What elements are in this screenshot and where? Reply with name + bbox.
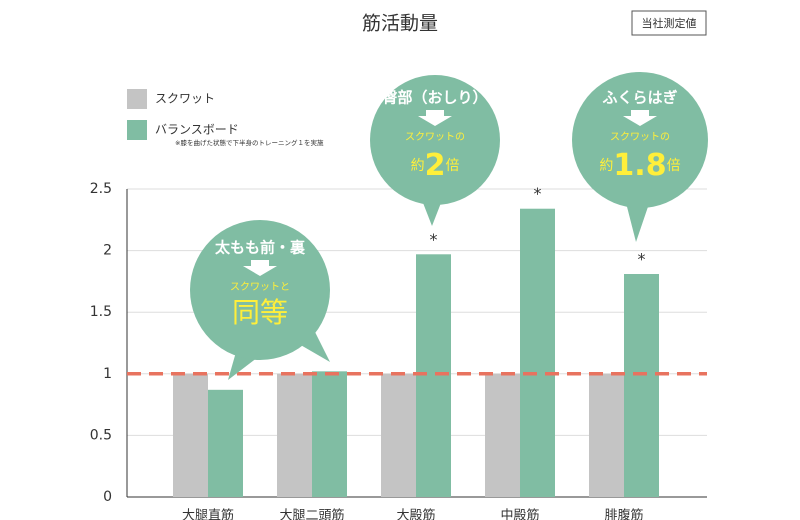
x-tick-label: 大腿二頭筋: [279, 508, 344, 520]
significance-mark: *: [430, 230, 438, 249]
badge: 当社測定値: [642, 16, 697, 30]
legend-swatch: [127, 120, 147, 140]
x-tick-label: 中殿筋: [500, 508, 539, 520]
significance-mark: *: [638, 250, 646, 269]
bar: [277, 373, 312, 497]
bar: [173, 373, 208, 497]
bar: [624, 274, 659, 497]
callout-heading: 太もも前・裏: [215, 239, 306, 257]
callout-result: 同等: [232, 296, 288, 329]
x-tick-label: 大殿筋: [396, 508, 435, 520]
callout-heading: ふくらはぎ: [602, 89, 677, 107]
callout-bubble: [370, 75, 500, 205]
badge-box: [631, 10, 707, 36]
legend-swatch: [127, 89, 147, 109]
callout-emphasis: 1.8: [613, 148, 666, 183]
callout-arrow: [623, 110, 657, 126]
callout-sub: スクワットの: [405, 131, 465, 143]
callout-suffix: 倍: [667, 158, 681, 174]
callout-heading: 臀部（おしり）: [382, 89, 487, 107]
callout-arrow: [418, 110, 452, 126]
y-tick-label: 2.5: [90, 181, 112, 197]
bar: [381, 373, 416, 497]
callout-arrow: [243, 260, 277, 276]
x-tick-label: 大腿直筋: [182, 508, 234, 520]
callout-bubble: [572, 72, 708, 208]
bar: [485, 373, 520, 497]
callout-suffix: 倍: [445, 158, 459, 174]
y-tick-label: 0: [103, 489, 112, 505]
callout-result: 約1.8倍: [599, 148, 680, 183]
callout-result: 約2倍: [411, 148, 460, 183]
callout-emphasis: 2: [425, 148, 446, 183]
bar: [312, 371, 347, 497]
y-tick-label: 1: [103, 366, 112, 382]
callout-bubble: [190, 220, 330, 360]
callout-prefix: 約: [599, 158, 613, 174]
legend-label: スクワット: [155, 92, 215, 106]
significance-mark: *: [534, 184, 542, 203]
bar: [208, 389, 243, 497]
callout-sub: スクワットと: [230, 281, 290, 293]
bar: [520, 208, 555, 497]
y-tick-label: 1.5: [90, 304, 112, 320]
callout-prefix: 約: [411, 158, 425, 174]
chart-title: 筋活動量: [362, 13, 438, 35]
callout-sub: スクワットの: [610, 131, 670, 143]
bar: [416, 254, 451, 497]
y-tick-label: 2: [103, 243, 112, 259]
bar: [589, 373, 624, 497]
legend-label: バランスボード: [155, 123, 239, 137]
legend-note: ※膝を曲げた状態で下半身のトレーニング１を実施: [175, 138, 324, 147]
x-tick-label: 腓腹筋: [604, 508, 643, 520]
y-tick-label: 0.5: [90, 427, 112, 443]
